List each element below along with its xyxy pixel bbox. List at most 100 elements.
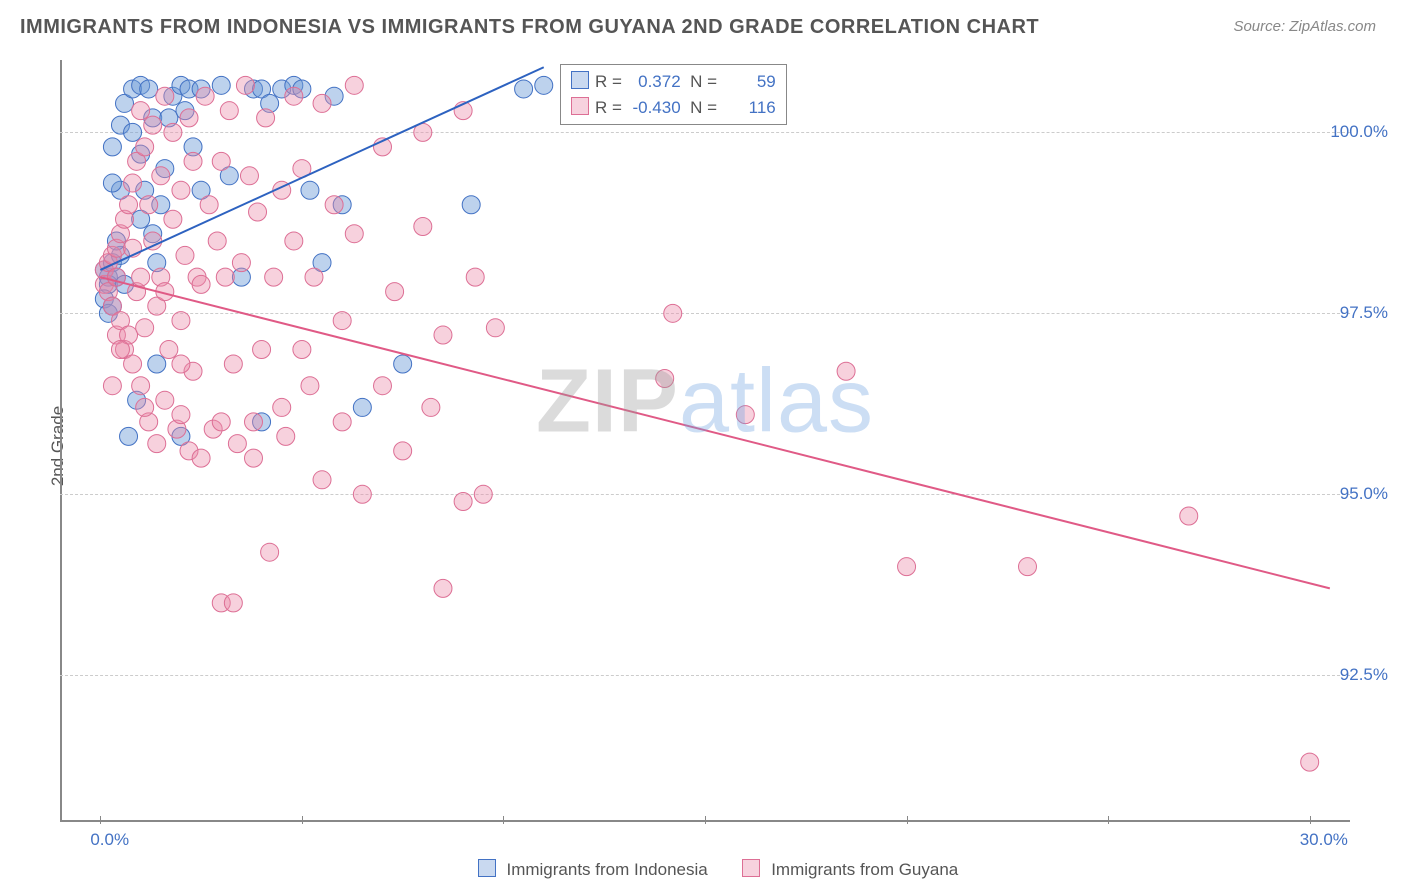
data-point xyxy=(228,435,246,453)
data-point xyxy=(136,138,154,156)
stat-n-value: 116 xyxy=(722,95,776,121)
data-point xyxy=(172,312,190,330)
data-point xyxy=(656,369,674,387)
plot-svg xyxy=(60,60,1350,820)
data-point xyxy=(236,76,254,94)
stat-swatch xyxy=(571,97,589,115)
data-point xyxy=(474,485,492,503)
data-point xyxy=(422,398,440,416)
data-point xyxy=(136,398,154,416)
data-point xyxy=(164,210,182,228)
chart-title: IMMIGRANTS FROM INDONESIA VS IMMIGRANTS … xyxy=(0,0,1406,39)
data-point xyxy=(132,377,150,395)
data-point xyxy=(132,268,150,286)
stat-row: R = -0.430 N = 116 xyxy=(571,95,776,121)
data-point xyxy=(313,94,331,112)
data-point xyxy=(124,355,142,373)
x-tick-label: 30.0% xyxy=(1300,830,1348,850)
data-point xyxy=(257,109,275,127)
stat-r-label: R = xyxy=(595,98,627,117)
data-point xyxy=(1019,558,1037,576)
data-point xyxy=(301,181,319,199)
data-point xyxy=(232,254,250,272)
data-point xyxy=(535,76,553,94)
data-point xyxy=(103,138,121,156)
legend-swatch-2 xyxy=(742,859,760,877)
data-point xyxy=(374,377,392,395)
data-point xyxy=(120,196,138,214)
data-point xyxy=(285,232,303,250)
data-point xyxy=(261,543,279,561)
data-point xyxy=(394,442,412,460)
data-point xyxy=(394,355,412,373)
data-point xyxy=(224,355,242,373)
data-point xyxy=(353,398,371,416)
stat-n-label: N = xyxy=(690,98,722,117)
data-point xyxy=(224,594,242,612)
data-point xyxy=(265,268,283,286)
data-point xyxy=(434,579,452,597)
data-point xyxy=(172,355,190,373)
data-point xyxy=(293,341,311,359)
data-point xyxy=(172,406,190,424)
stat-n-label: N = xyxy=(690,72,722,91)
stat-r-value: -0.430 xyxy=(627,95,681,121)
data-point xyxy=(515,80,533,98)
data-point xyxy=(152,167,170,185)
data-point xyxy=(120,427,138,445)
data-point xyxy=(132,102,150,120)
data-point xyxy=(192,449,210,467)
data-point xyxy=(176,246,194,264)
data-point xyxy=(164,123,182,141)
x-tick-label: 0.0% xyxy=(90,830,129,850)
data-point xyxy=(466,268,484,286)
plot-area: ZIPatlas xyxy=(60,60,1350,820)
data-point xyxy=(1301,753,1319,771)
data-point xyxy=(103,377,121,395)
data-point xyxy=(245,413,263,431)
data-point xyxy=(301,377,319,395)
data-point xyxy=(253,341,271,359)
data-point xyxy=(333,312,351,330)
data-point xyxy=(1180,507,1198,525)
data-point xyxy=(345,76,363,94)
data-point xyxy=(454,493,472,511)
data-point xyxy=(462,196,480,214)
data-point xyxy=(277,427,295,445)
data-point xyxy=(212,152,230,170)
x-legend: Immigrants from Indonesia Immigrants fro… xyxy=(0,859,1406,880)
data-point xyxy=(172,181,190,199)
data-point xyxy=(156,391,174,409)
data-point xyxy=(325,196,343,214)
stat-swatch xyxy=(571,71,589,89)
data-point xyxy=(249,203,267,221)
data-point xyxy=(192,275,210,293)
data-point xyxy=(353,485,371,503)
data-point xyxy=(212,413,230,431)
data-point xyxy=(184,152,202,170)
data-point xyxy=(386,283,404,301)
stat-r-value: 0.372 xyxy=(627,69,681,95)
data-point xyxy=(148,355,166,373)
stat-n-value: 59 xyxy=(722,69,776,95)
data-point xyxy=(245,449,263,467)
data-point xyxy=(240,167,258,185)
data-point xyxy=(148,435,166,453)
stat-r-label: R = xyxy=(595,72,627,91)
data-point xyxy=(333,413,351,431)
data-point xyxy=(111,341,129,359)
data-point xyxy=(156,87,174,105)
data-point xyxy=(160,341,178,359)
data-point xyxy=(345,225,363,243)
data-point xyxy=(434,326,452,344)
data-point xyxy=(140,196,158,214)
data-point xyxy=(200,196,218,214)
data-point xyxy=(414,217,432,235)
legend-label-1: Immigrants from Indonesia xyxy=(506,860,707,879)
data-point xyxy=(273,398,291,416)
data-point xyxy=(736,406,754,424)
data-point xyxy=(305,268,323,286)
data-point xyxy=(140,80,158,98)
data-point xyxy=(124,123,142,141)
data-point xyxy=(124,174,142,192)
